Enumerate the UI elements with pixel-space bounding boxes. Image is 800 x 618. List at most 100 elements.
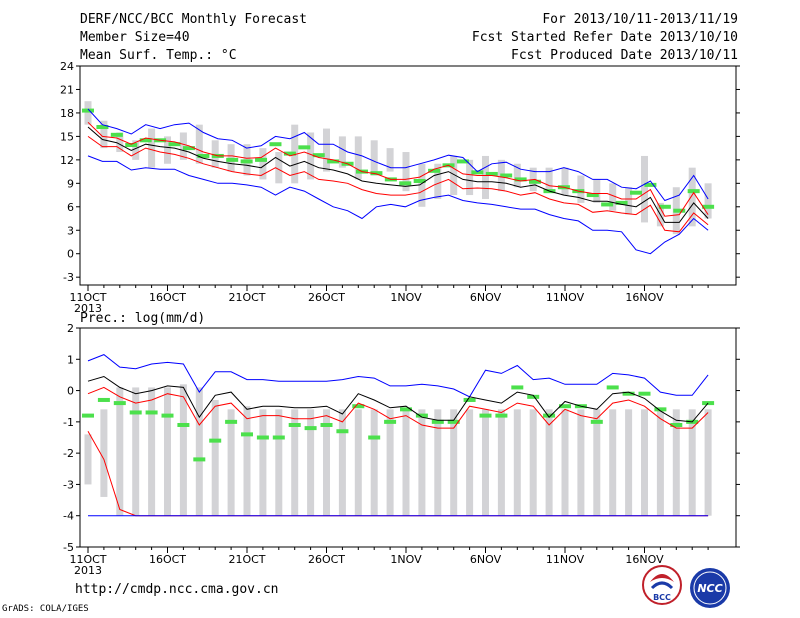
- prec-median-marker: [304, 426, 317, 431]
- temp-frame: [79, 65, 737, 286]
- prec-median-marker: [654, 407, 667, 412]
- temp-spread-bar: [259, 148, 267, 180]
- prec-ytick-label: 0: [67, 385, 74, 398]
- variable-label: Mean Surf. Temp.: °C: [80, 48, 237, 63]
- prec-upper-line: [87, 354, 709, 398]
- temp-ytick-label: 0: [67, 248, 74, 261]
- produced-date: Fcst Produced Date 2013/10/11: [511, 48, 738, 63]
- temp-spread-bar: [641, 155, 648, 223]
- temp-median-marker: [702, 204, 715, 209]
- temp-spread-bar: [593, 179, 601, 203]
- temp-median-marker: [370, 171, 383, 176]
- temp-median-marker: [687, 189, 700, 194]
- prec-median-marker: [193, 457, 206, 462]
- temp-spread-bar: [466, 159, 474, 196]
- temp-median-marker: [629, 190, 642, 195]
- temp-median-marker: [413, 178, 426, 183]
- temp-panel: -3 0 3 6 9 12 15 18 21 24 11OCT 16OCT 21OCT 26OCT 1NOV…: [60, 60, 740, 315]
- prec-median-marker: [97, 397, 110, 402]
- prec-median-marker: [431, 419, 444, 424]
- temp-xtick-label: 11OCT: [69, 291, 106, 304]
- temp-year-label: 2013: [74, 302, 102, 315]
- temp-median-marker: [428, 168, 441, 173]
- prec-spread-bar: [656, 409, 664, 516]
- temp-median-marker: [96, 125, 109, 130]
- prec-ytick-label: -4: [63, 510, 74, 523]
- prec-year-label: 2013: [74, 564, 102, 577]
- logos: BCC NCC: [642, 565, 730, 608]
- temp-median-marker: [514, 177, 527, 182]
- prec-spread-bar: [434, 409, 442, 516]
- prec-xtick-label: 1NOV: [390, 553, 422, 566]
- prec-spread-bar: [672, 409, 680, 516]
- prec-spread-bar: [84, 434, 92, 485]
- temp-ytick-label: 6: [67, 201, 74, 214]
- prec-spread-bar: [625, 409, 633, 516]
- temp-spread-bar: [704, 183, 712, 219]
- temp-median-marker: [168, 142, 181, 147]
- prec-spread-bar: [466, 409, 474, 516]
- ncc-logo-disc: [690, 568, 730, 608]
- prec-median-marker: [225, 419, 238, 424]
- temp-spread-bar: [370, 140, 378, 176]
- prec-spread-bar: [641, 409, 648, 516]
- prec-spread-bar: [211, 399, 219, 516]
- temp-median-marker: [471, 170, 484, 175]
- prec-median-marker: [82, 413, 94, 418]
- temp-spread-hi-line: [87, 121, 709, 217]
- prec-spread-bar: [418, 409, 426, 516]
- temp-spread-bar: [132, 140, 140, 160]
- prec-spread-bar: [132, 387, 140, 516]
- precip-variable-label: Prec.: log(mm/d): [80, 311, 206, 326]
- temp-ytick-label: 24: [60, 60, 74, 73]
- ncc-logo-ring: [693, 571, 727, 605]
- prec-median-marker: [384, 419, 397, 424]
- prec-median-marker: [606, 385, 619, 390]
- prec-median-marker: [527, 394, 540, 399]
- temp-xtick-label: 16OCT: [149, 291, 186, 304]
- temp-spread-bar: [609, 183, 617, 211]
- temp-median-marker: [82, 108, 94, 113]
- temp-spread-bar: [482, 155, 489, 199]
- prec-median-marker: [177, 422, 190, 427]
- prec-xtick-label: 16OCT: [149, 553, 186, 566]
- temp-xtick-label: 11NOV: [546, 291, 585, 304]
- source-url[interactable]: http://cmdp.ncc.cma.gov.cn: [75, 582, 279, 597]
- prec-spread-bar: [291, 409, 299, 516]
- prec-median-marker: [113, 401, 126, 406]
- temp-spread-bar: [545, 167, 553, 192]
- prec-median-marker: [415, 413, 428, 418]
- temp-median-marker: [110, 132, 123, 137]
- prec-spread-bar: [593, 409, 601, 516]
- prec-spread-bar: [354, 409, 362, 516]
- temp-median-marker: [658, 204, 671, 209]
- temp-spread-bar: [307, 132, 315, 180]
- prec-spread-bar: [497, 409, 505, 516]
- temp-spread-bar: [323, 128, 330, 172]
- temp-median-marker: [139, 138, 152, 143]
- temp-ytick-label: 21: [60, 83, 74, 96]
- temp-median-marker: [312, 153, 325, 158]
- temp-median-marker: [240, 159, 253, 164]
- temp-spread-bar: [688, 167, 696, 227]
- prec-ytick-label: -1: [63, 416, 74, 429]
- start-date: Fcst Started Refer Date 2013/10/10: [471, 30, 738, 45]
- prec-frame: [79, 327, 737, 548]
- prec-spread-bar: [148, 387, 156, 516]
- temp-xtick-label: 6NOV: [470, 291, 502, 304]
- temp-ytick-label: 9: [67, 177, 74, 190]
- prec-spread-bar: [164, 387, 171, 516]
- forecast-period: For 2013/10/11-2013/11/19: [542, 12, 738, 27]
- prec-xtick-label: 26OCT: [308, 553, 345, 566]
- temp-spread-bar: [338, 136, 346, 168]
- prec-median-marker: [702, 401, 715, 406]
- prec-spread-bar: [561, 409, 569, 516]
- temp-median-marker: [586, 193, 599, 198]
- member-size: Member Size=40: [80, 30, 190, 45]
- prec-median-marker: [479, 413, 492, 418]
- temp-spread-lo-line: [87, 135, 709, 233]
- temp-spread-bar: [164, 136, 171, 164]
- temp-spread-bar: [434, 163, 442, 199]
- prec-median-marker: [352, 404, 365, 409]
